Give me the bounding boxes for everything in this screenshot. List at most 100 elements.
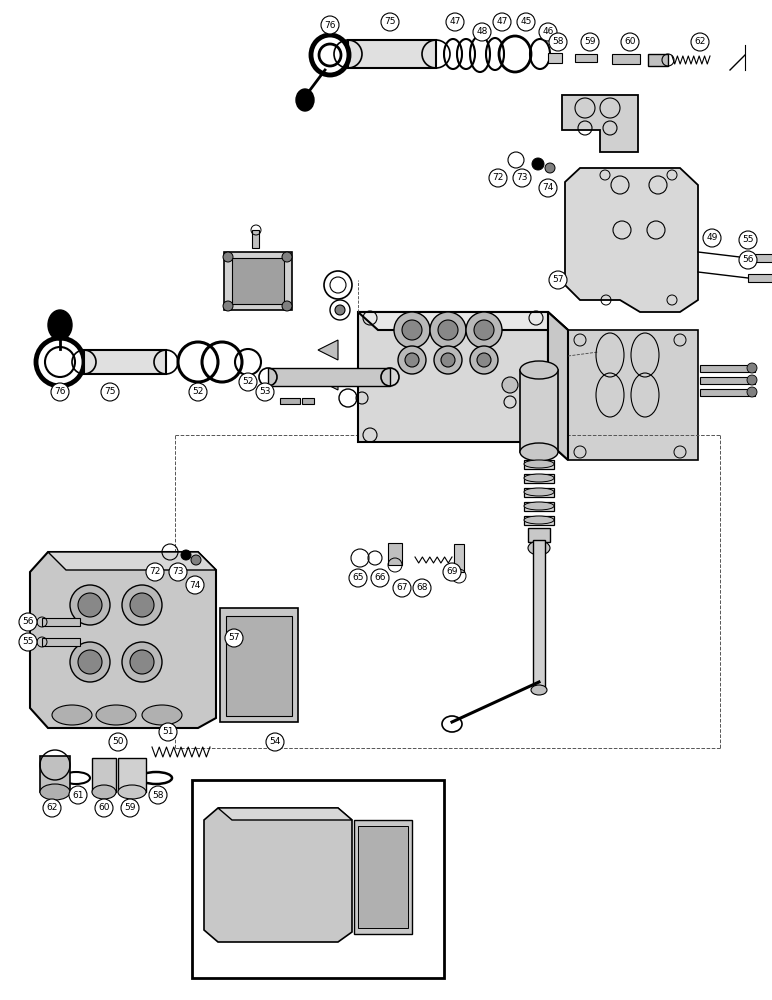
Circle shape — [121, 799, 139, 817]
Text: 73: 73 — [172, 568, 184, 576]
Text: 74: 74 — [542, 184, 554, 192]
Text: 52: 52 — [192, 387, 204, 396]
Text: 61: 61 — [73, 790, 83, 800]
Ellipse shape — [243, 826, 261, 844]
Circle shape — [473, 23, 491, 41]
Text: 73: 73 — [516, 174, 528, 182]
Text: 59: 59 — [124, 804, 136, 812]
Ellipse shape — [466, 312, 502, 348]
Text: 56: 56 — [22, 617, 34, 626]
Ellipse shape — [502, 377, 518, 393]
Text: 58: 58 — [552, 37, 564, 46]
Ellipse shape — [130, 650, 154, 674]
Polygon shape — [358, 312, 548, 442]
Bar — [700, 365, 755, 372]
Circle shape — [95, 799, 113, 817]
Ellipse shape — [220, 927, 252, 943]
Circle shape — [489, 169, 507, 187]
Polygon shape — [358, 312, 568, 330]
Circle shape — [149, 786, 167, 804]
Ellipse shape — [243, 866, 261, 884]
Ellipse shape — [70, 642, 110, 682]
Ellipse shape — [118, 785, 146, 799]
Circle shape — [239, 373, 257, 391]
Ellipse shape — [282, 252, 292, 262]
Circle shape — [101, 383, 119, 401]
Circle shape — [19, 633, 37, 651]
Ellipse shape — [528, 541, 550, 555]
Polygon shape — [318, 370, 338, 390]
Bar — [454, 544, 464, 572]
Ellipse shape — [532, 158, 544, 170]
Bar — [520, 370, 558, 452]
Bar — [524, 502, 554, 511]
Circle shape — [186, 576, 204, 594]
Circle shape — [371, 569, 389, 587]
Bar — [548, 53, 562, 63]
Text: 54: 54 — [269, 738, 281, 746]
Ellipse shape — [520, 443, 558, 461]
Ellipse shape — [394, 312, 430, 348]
Circle shape — [349, 569, 367, 587]
Text: 51: 51 — [162, 728, 174, 736]
Bar — [42, 638, 80, 646]
Circle shape — [446, 13, 464, 31]
Text: 60: 60 — [98, 804, 110, 812]
Text: 48: 48 — [476, 27, 488, 36]
Circle shape — [19, 613, 37, 631]
Bar — [528, 528, 550, 542]
Circle shape — [393, 579, 411, 597]
Polygon shape — [548, 312, 698, 460]
Text: 67: 67 — [396, 584, 408, 592]
Text: 57: 57 — [552, 275, 564, 284]
Text: 72: 72 — [493, 174, 503, 182]
Bar — [302, 398, 314, 404]
Circle shape — [549, 33, 567, 51]
Circle shape — [621, 33, 639, 51]
Text: 74: 74 — [189, 580, 201, 589]
Text: 50: 50 — [112, 738, 124, 746]
Ellipse shape — [52, 705, 92, 725]
Text: 58: 58 — [152, 790, 164, 800]
Ellipse shape — [282, 301, 292, 311]
Ellipse shape — [223, 301, 233, 311]
Ellipse shape — [524, 488, 554, 496]
Ellipse shape — [236, 819, 268, 851]
Ellipse shape — [92, 785, 116, 799]
Bar — [348, 40, 436, 68]
Ellipse shape — [438, 320, 458, 340]
Bar — [268, 368, 390, 386]
Bar — [700, 389, 755, 396]
Polygon shape — [548, 312, 568, 460]
Bar — [524, 474, 554, 483]
Ellipse shape — [402, 320, 422, 340]
Bar — [252, 230, 259, 248]
Circle shape — [517, 13, 535, 31]
Ellipse shape — [477, 353, 491, 367]
Polygon shape — [226, 616, 292, 716]
Ellipse shape — [40, 784, 70, 800]
Text: 56: 56 — [742, 255, 753, 264]
Ellipse shape — [191, 555, 201, 565]
Ellipse shape — [747, 363, 757, 373]
Circle shape — [159, 723, 177, 741]
Ellipse shape — [122, 642, 162, 682]
Circle shape — [413, 579, 431, 597]
Polygon shape — [204, 808, 352, 942]
Bar — [748, 274, 772, 282]
Text: 49: 49 — [706, 233, 718, 242]
Text: 46: 46 — [542, 27, 554, 36]
Text: 60: 60 — [625, 37, 636, 46]
Ellipse shape — [130, 593, 154, 617]
Bar — [388, 543, 402, 565]
Circle shape — [51, 383, 69, 401]
Ellipse shape — [142, 705, 182, 725]
Circle shape — [43, 799, 61, 817]
Bar — [524, 460, 554, 469]
Bar — [533, 540, 545, 690]
Text: 72: 72 — [149, 568, 161, 576]
Ellipse shape — [747, 375, 757, 385]
Text: 59: 59 — [584, 37, 596, 46]
Ellipse shape — [524, 502, 554, 510]
Ellipse shape — [276, 819, 308, 851]
